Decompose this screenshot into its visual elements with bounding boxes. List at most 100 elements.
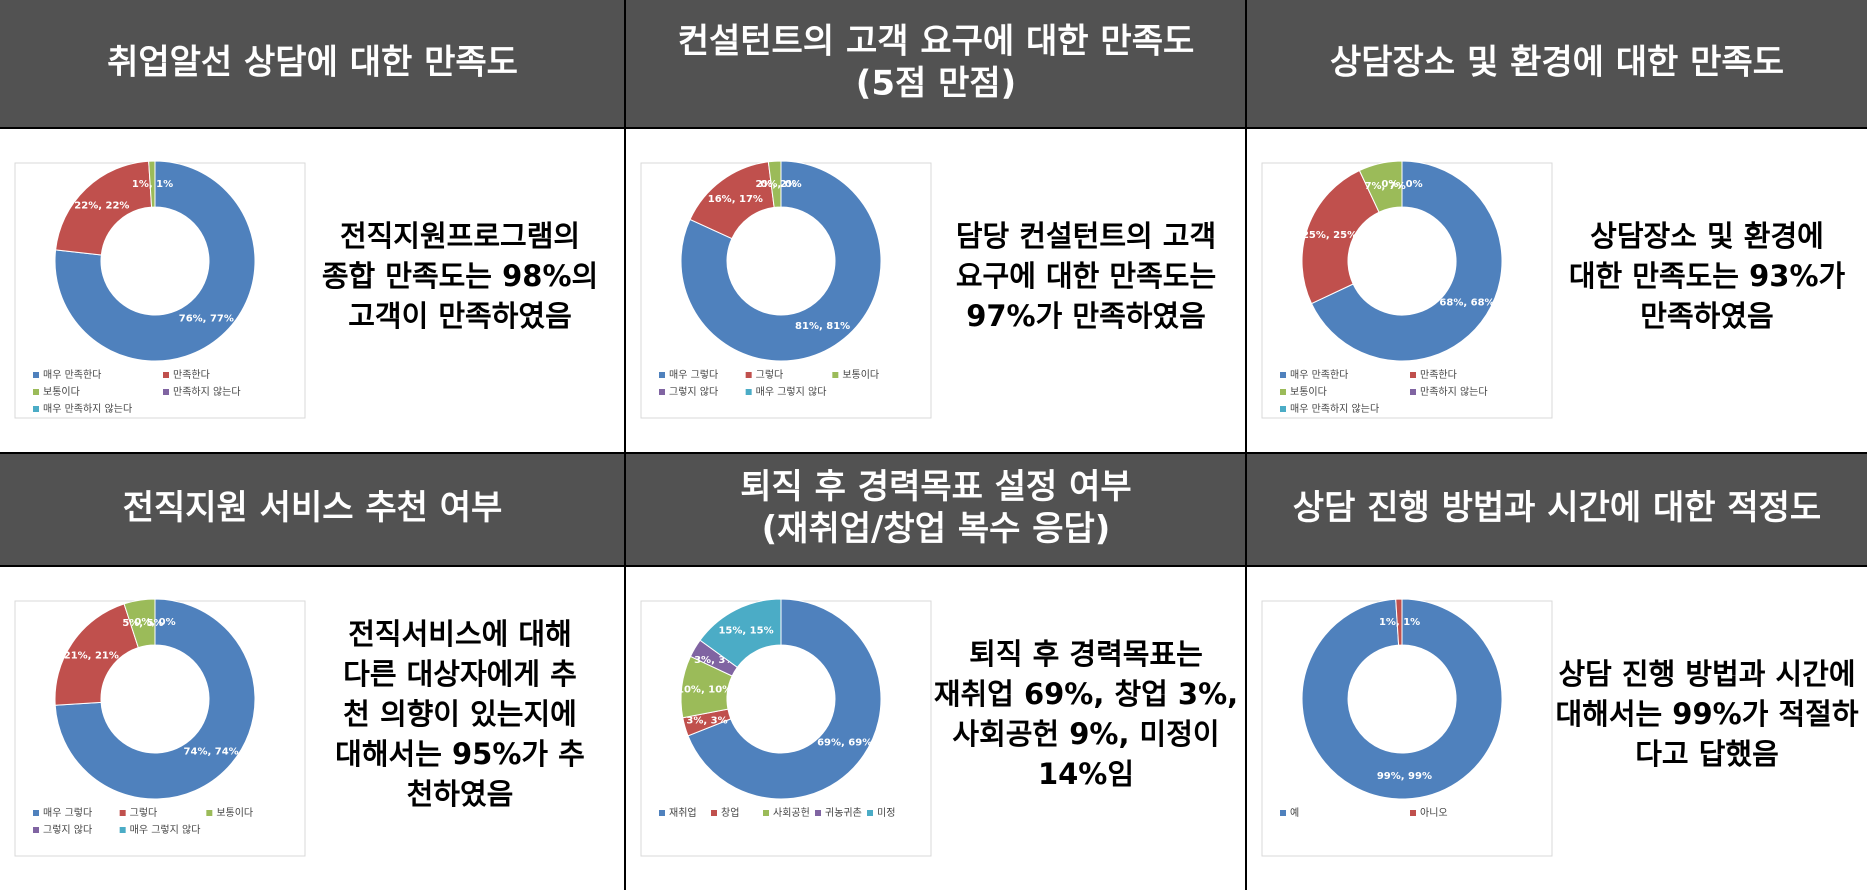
legend-label: 창업	[721, 806, 739, 819]
legend-label: 만족한다	[173, 369, 210, 381]
legend-label: 매우 만족한다	[1290, 369, 1348, 381]
legend-label: 그렇다	[130, 806, 158, 819]
description: 다른 대상자에게 추	[343, 657, 577, 691]
value-label: 76%, 77%	[179, 313, 234, 324]
legend-swatch	[206, 810, 213, 816]
description: 대해서는 99%가 적절하	[1555, 697, 1858, 731]
description: 만족하였음	[1640, 299, 1773, 333]
legend-swatch	[659, 389, 665, 395]
description: 전직지원프로그램의	[340, 219, 580, 253]
panel-title: 상담 진행 방법과 시간에 대한 적정도	[1293, 488, 1821, 528]
description: 사회공헌 9%, 미정이	[952, 717, 1219, 751]
value-label: 2%, 2%	[755, 179, 796, 190]
legend-label: 만족하지 않는다	[173, 385, 241, 398]
description: 전직서비스에 대해	[348, 617, 572, 651]
panel-header	[0, 0, 625, 128]
description: 퇴직 후 경력목표는	[969, 637, 1203, 671]
value-label: 74%, 74%	[184, 747, 239, 758]
panel-header	[1247, 453, 1867, 566]
legend-label: 만족하지 않는다	[1420, 385, 1488, 398]
legend-swatch	[33, 406, 39, 412]
legend-label: 귀농귀촌	[825, 807, 862, 819]
panel-title: (5점 만점)	[856, 64, 1016, 104]
value-label: 69%, 69%	[817, 737, 872, 748]
donut-slice	[1395, 598, 1403, 646]
legend-swatch	[763, 810, 769, 816]
value-label: 10%, 10%	[677, 684, 732, 695]
legend-swatch	[1280, 372, 1286, 378]
legend-swatch	[33, 810, 39, 816]
donut-slice	[123, 598, 156, 649]
legend-label: 재취업	[669, 806, 697, 819]
value-label: 3%, 3%	[694, 655, 735, 666]
description: 97%가 만족하였음	[966, 299, 1206, 333]
legend-label: 매우 만족하지 않는다	[1290, 402, 1379, 415]
panel-title: 전직지원 서비스 추천 여부	[123, 488, 503, 528]
legend-label: 그렇다	[756, 368, 784, 381]
legend-label: 그렇지 않다	[43, 823, 92, 836]
value-label: 15%, 15%	[718, 625, 773, 636]
legend-swatch	[711, 810, 717, 816]
legend-swatch	[832, 372, 839, 378]
value-label: 3%, 3%	[686, 715, 727, 726]
donut-slice	[148, 160, 156, 208]
legend-swatch	[659, 372, 665, 378]
value-label: 81%, 81%	[795, 321, 850, 332]
legend-swatch	[867, 810, 873, 816]
legend-label: 미정	[877, 807, 895, 819]
legend-swatch	[119, 827, 126, 833]
value-label: 21%, 21%	[64, 651, 119, 662]
legend-swatch	[1410, 389, 1416, 395]
value-label: 1%, 1%	[132, 179, 173, 190]
value-label: 0%, 0%	[1381, 179, 1422, 190]
donut-slice	[1301, 169, 1380, 305]
legend-label: 매우 만족하지 않는다	[43, 402, 132, 415]
legend-swatch	[119, 810, 126, 816]
donut-slice	[1358, 160, 1403, 213]
panel-header	[626, 453, 1246, 566]
legend-label: 매우 그렇다	[43, 806, 92, 819]
donut-slice	[1301, 598, 1503, 800]
donut-slice	[699, 598, 782, 668]
legend-label: 사회공헌	[773, 807, 810, 819]
legend-label: 아니오	[1420, 807, 1448, 819]
description: 요구에 대한 만족도는	[956, 259, 1216, 293]
legend-swatch	[1410, 372, 1416, 378]
legend-label: 매우 만족한다	[43, 369, 101, 381]
value-label: 25%, 25%	[1302, 230, 1357, 241]
legend-swatch	[1280, 389, 1286, 395]
description: 상담 진행 방법과 시간에	[1558, 657, 1855, 691]
legend-swatch	[33, 372, 39, 378]
donut-slice	[687, 598, 882, 800]
panel-header	[0, 453, 625, 566]
value-label: 16%, 17%	[708, 194, 763, 205]
description: 대한 만족도는 93%가	[1569, 259, 1846, 293]
value-label: 99%, 99%	[1377, 771, 1432, 782]
panel-title: 퇴직 후 경력목표 설정 여부	[740, 467, 1131, 507]
panel-header	[626, 0, 1246, 128]
value-label: 22%, 22%	[74, 200, 129, 211]
legend-swatch	[1280, 810, 1286, 816]
panel-title: 상담장소 및 환경에 대한 만족도	[1330, 43, 1784, 83]
legend-label: 그렇지 않다	[669, 385, 718, 398]
legend-label: 보통이다	[43, 386, 80, 398]
donut-slice	[54, 598, 256, 800]
panel-header	[1247, 0, 1867, 128]
value-label: 5%, 5%	[122, 618, 163, 629]
legend-swatch	[815, 810, 821, 816]
description: 다고 답했음	[1635, 737, 1779, 771]
legend-label: 보통이다	[842, 369, 879, 381]
legend-swatch	[163, 389, 169, 395]
panel-title: 취업알선 상담에 대한 만족도	[107, 43, 518, 83]
legend-label: 만족한다	[1420, 369, 1457, 381]
value-label: 1%, 1%	[1379, 617, 1420, 628]
legend-swatch	[33, 389, 39, 395]
description: 14%임	[1038, 757, 1134, 791]
legend-swatch	[659, 810, 665, 816]
description: 대해서는 95%가 추	[335, 737, 585, 771]
description: 상담장소 및 환경에	[1590, 219, 1824, 253]
description: 담당 컨설턴트의 고객	[956, 219, 1216, 253]
value-label: 68%, 68%	[1439, 297, 1494, 308]
